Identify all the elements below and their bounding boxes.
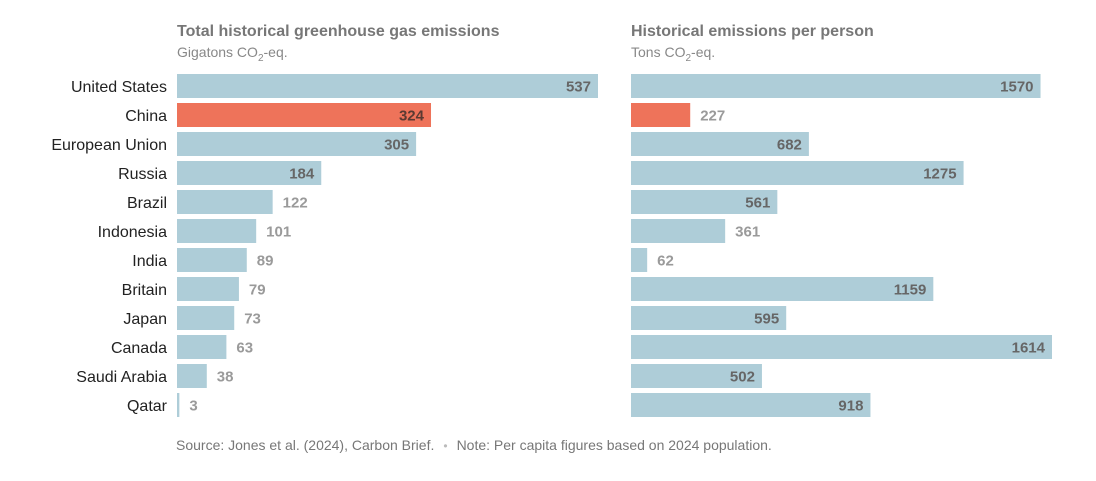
bar-2-saudi-arabia [631, 364, 762, 388]
bar-1-european-union [177, 132, 417, 156]
chart-footer: Source: Jones et al. (2024), Carbon Brie… [176, 437, 772, 453]
value-label-1-india: 89 [257, 253, 274, 270]
value-label-1-china: 324 [399, 108, 425, 125]
category-label-united-states: United States [71, 79, 167, 96]
bar-1-indonesia [177, 219, 257, 243]
bar-2-india [631, 248, 648, 272]
bar-2-united-states [631, 74, 1041, 98]
category-labels: United States China European Union Russia Br… [51, 79, 167, 415]
value-label-1-canada: 63 [236, 340, 253, 357]
bar-1-britain [177, 277, 239, 301]
category-label-britain: Britain [122, 282, 167, 299]
category-label-russia: Russia [118, 166, 167, 183]
category-label-japan: Japan [123, 311, 167, 328]
value-label-1-saudi-arabia: 38 [217, 369, 234, 386]
emissions-chart: Total historical greenhouse gas emission… [51, 23, 1052, 417]
category-label-qatar: Qatar [127, 398, 168, 415]
panel-subtitle-2: Tons CO2-eq. [631, 44, 715, 64]
value-label-2-united-states: 1570 [1000, 79, 1033, 96]
bar-1-qatar [177, 393, 180, 417]
value-label-2-russia: 1275 [923, 166, 956, 183]
value-label-2-japan: 595 [754, 311, 779, 328]
bar-2-japan [631, 306, 787, 330]
value-label-2-canada: 1614 [1012, 340, 1046, 357]
bar-2-china [631, 103, 691, 127]
separator-dot: • [443, 439, 448, 453]
panel-title-1: Total historical greenhouse gas emission… [177, 23, 500, 40]
category-label-indonesia: Indonesia [98, 224, 167, 241]
population-note: Note: Per capita figures based on 2024 p… [456, 437, 772, 453]
bar-1-russia [177, 161, 322, 185]
bar-1-japan [177, 306, 235, 330]
category-label-china: China [125, 108, 167, 125]
panel-title-2: Historical emissions per person [631, 23, 874, 40]
value-label-2-european-union: 682 [777, 137, 802, 154]
value-label-2-qatar: 918 [838, 398, 863, 415]
value-label-2-india: 62 [657, 253, 674, 270]
value-label-1-britain: 79 [249, 282, 266, 299]
bar-1-brazil [177, 190, 273, 214]
bar-1-saudi-arabia [177, 364, 207, 388]
bar-1-canada [177, 335, 227, 359]
value-label-1-indonesia: 101 [266, 224, 291, 241]
bar-2-russia [631, 161, 964, 185]
bar-2-indonesia [631, 219, 726, 243]
value-label-1-russia: 184 [289, 166, 315, 183]
panel-subtitle-1: Gigatons CO2-eq. [177, 44, 288, 64]
titles-layer: Total historical greenhouse gas emission… [177, 23, 874, 64]
value-label-1-japan: 73 [244, 311, 261, 328]
source-note: Source: Jones et al. (2024), Carbon Brie… [176, 437, 435, 453]
bar-2-european-union [631, 132, 809, 156]
bar-1-india [177, 248, 247, 272]
value-label-2-brazil: 561 [745, 195, 770, 212]
bar-2-brazil [631, 190, 778, 214]
bar-1-china [177, 103, 432, 127]
value-label-1-united-states: 537 [566, 79, 591, 96]
bar-2-qatar [631, 393, 871, 417]
bar-2-britain [631, 277, 934, 301]
category-label-brazil: Brazil [127, 195, 167, 212]
category-label-european-union: European Union [51, 137, 167, 154]
value-label-2-china: 227 [700, 108, 725, 125]
value-label-1-brazil: 122 [283, 195, 308, 212]
bar-2-canada [631, 335, 1052, 359]
bar-1-united-states [177, 74, 598, 98]
category-label-saudi-arabia: Saudi Arabia [76, 369, 167, 386]
value-label-2-britain: 1159 [894, 282, 927, 299]
value-label-2-indonesia: 361 [735, 224, 760, 241]
category-label-india: India [132, 253, 167, 270]
value-label-1-qatar: 3 [189, 398, 197, 415]
value-label-1-european-union: 305 [384, 137, 409, 154]
value-label-2-saudi-arabia: 502 [730, 369, 755, 386]
category-label-canada: Canada [111, 340, 167, 357]
